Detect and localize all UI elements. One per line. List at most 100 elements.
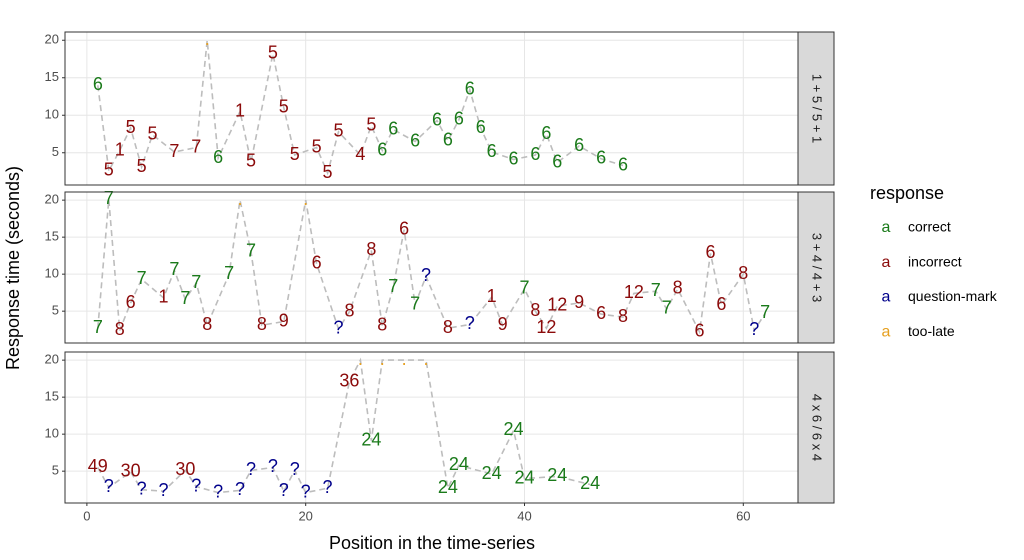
point-label: 24: [361, 430, 381, 450]
point-label: 6: [487, 141, 497, 161]
point-label: .: [424, 349, 429, 369]
y-tick-label: 15: [45, 389, 59, 404]
point-label: 7: [651, 280, 661, 300]
point-label: ?: [158, 480, 168, 500]
point-label: 6: [716, 294, 726, 314]
legend-label: too-late: [908, 323, 955, 339]
point-label: 6: [695, 321, 705, 341]
point-label: ?: [191, 475, 201, 495]
point-label: ?: [268, 456, 278, 476]
y-tick-label: 10: [45, 266, 59, 281]
legend-label: incorrect: [908, 253, 962, 269]
panel-background: [65, 32, 798, 185]
point-label: 8: [618, 306, 628, 326]
point-label: ?: [235, 479, 245, 499]
point-label: 30: [121, 461, 141, 481]
point-label: 30: [175, 459, 195, 479]
point-label: 7: [519, 278, 529, 298]
point-label: 6: [126, 292, 136, 312]
point-label: 6: [552, 151, 562, 171]
point-label: 6: [596, 148, 606, 168]
point-label: 6: [454, 109, 464, 129]
y-tick-label: 10: [45, 426, 59, 441]
point-label: 8: [673, 278, 683, 298]
point-label: 8: [530, 300, 540, 320]
point-label: 5: [290, 144, 300, 164]
x-axis-title: Position in the time-series: [329, 533, 535, 553]
legend-title: response: [870, 183, 944, 203]
point-label: 6: [410, 130, 420, 150]
point-label: ?: [104, 476, 114, 496]
point-label: 7: [137, 268, 147, 288]
y-tick-label: 15: [45, 69, 59, 84]
point-label: 5: [312, 136, 322, 156]
strip-label: 1 + 5 / 5 + 1: [810, 74, 825, 143]
y-tick-label: 20: [45, 352, 59, 367]
point-label: 4: [355, 144, 365, 164]
point-label: .: [238, 189, 243, 209]
panel-background: [65, 192, 798, 343]
legend-key: a: [882, 289, 891, 306]
y-tick-label: 5: [52, 144, 59, 159]
point-label: 24: [438, 477, 458, 497]
point-label: 7: [410, 293, 420, 313]
point-label: 7: [169, 259, 179, 279]
point-label: 24: [482, 463, 502, 483]
point-label: ?: [301, 481, 311, 501]
point-label: 24: [504, 419, 524, 439]
point-label: 24: [514, 467, 534, 487]
point-label: 12: [547, 295, 567, 315]
point-label: 8: [115, 319, 125, 339]
point-label: 6: [541, 123, 551, 143]
point-label: ?: [213, 481, 223, 501]
point-label: ?: [279, 480, 289, 500]
point-label: 8: [344, 301, 354, 321]
point-label: 24: [449, 454, 469, 474]
point-label: ?: [465, 313, 475, 333]
y-tick-label: 10: [45, 107, 59, 122]
point-label: ?: [333, 318, 343, 338]
strip: [797, 31, 835, 186]
point-label: 6: [596, 303, 606, 323]
x-tick-label: 0: [83, 508, 90, 523]
strip-label: 3 + 4 / 4 + 3: [810, 233, 825, 302]
series-line: [97, 199, 766, 335]
point-label: 6: [388, 118, 398, 138]
point-label: 6: [312, 253, 322, 273]
point-label: 6: [509, 148, 519, 168]
series-line: [97, 357, 591, 494]
point-label: 12: [624, 282, 644, 302]
point-label: 7: [191, 136, 201, 156]
point-label: 6: [213, 147, 223, 167]
point-label: 6: [530, 144, 540, 164]
point-label: 1: [235, 100, 245, 120]
point-label: 8: [366, 239, 376, 259]
point-label: .: [358, 349, 363, 369]
point-label: 9: [279, 310, 289, 330]
legend-label: correct: [908, 219, 951, 235]
point-label: 7: [104, 188, 114, 208]
point-label: 6: [93, 74, 103, 94]
point-label: ?: [749, 319, 759, 339]
point-label: 6: [618, 154, 628, 174]
point-label: 24: [580, 473, 600, 493]
point-label: 9: [574, 292, 584, 312]
legend-label: question-mark: [908, 288, 998, 304]
point-label: 7: [662, 298, 672, 318]
point-label: 6: [399, 219, 409, 239]
point-label: 5: [279, 97, 289, 117]
point-label: 5: [246, 151, 256, 171]
point-label: 7: [191, 272, 201, 292]
point-label: 9: [498, 314, 508, 334]
point-label: 6: [476, 117, 486, 137]
point-label: 7: [388, 276, 398, 296]
strip: [797, 351, 835, 504]
point-label: 6: [377, 139, 387, 159]
point-label: ?: [421, 265, 431, 285]
point-label: 6: [705, 242, 715, 262]
point-label: ?: [290, 459, 300, 479]
point-label: 7: [180, 288, 190, 308]
y-tick-label: 20: [45, 192, 59, 207]
point-label: 7: [93, 317, 103, 337]
